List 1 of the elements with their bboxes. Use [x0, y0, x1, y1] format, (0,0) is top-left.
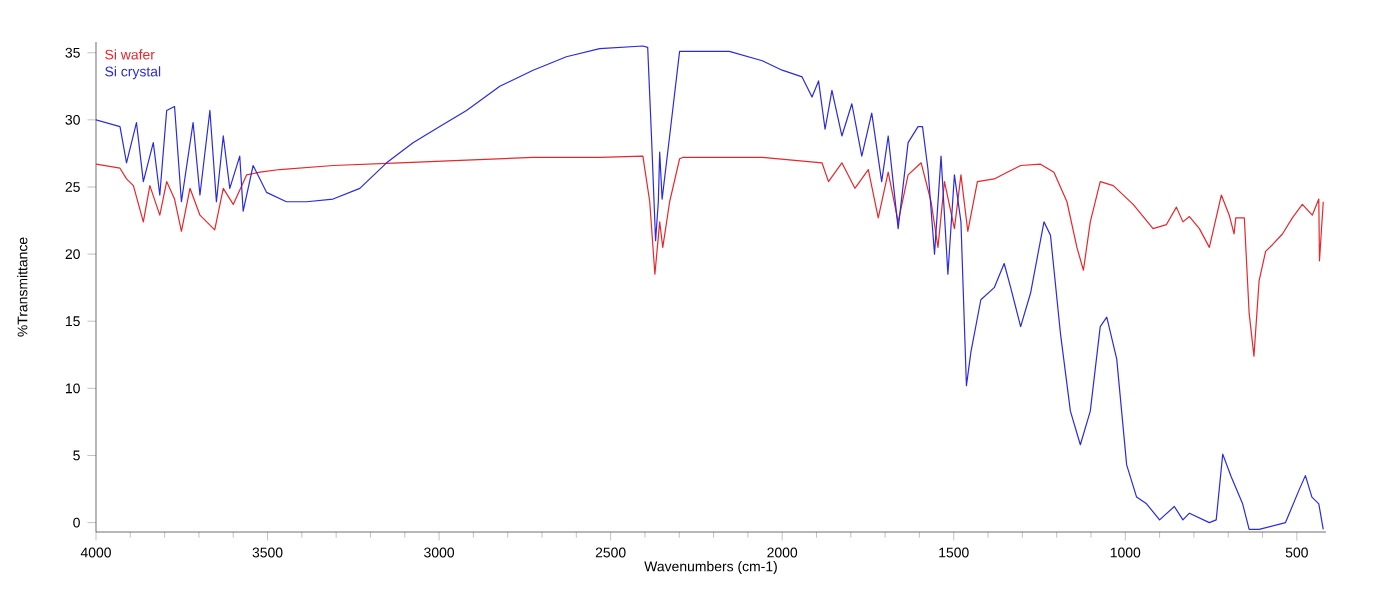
line-series [95, 155, 1324, 357]
